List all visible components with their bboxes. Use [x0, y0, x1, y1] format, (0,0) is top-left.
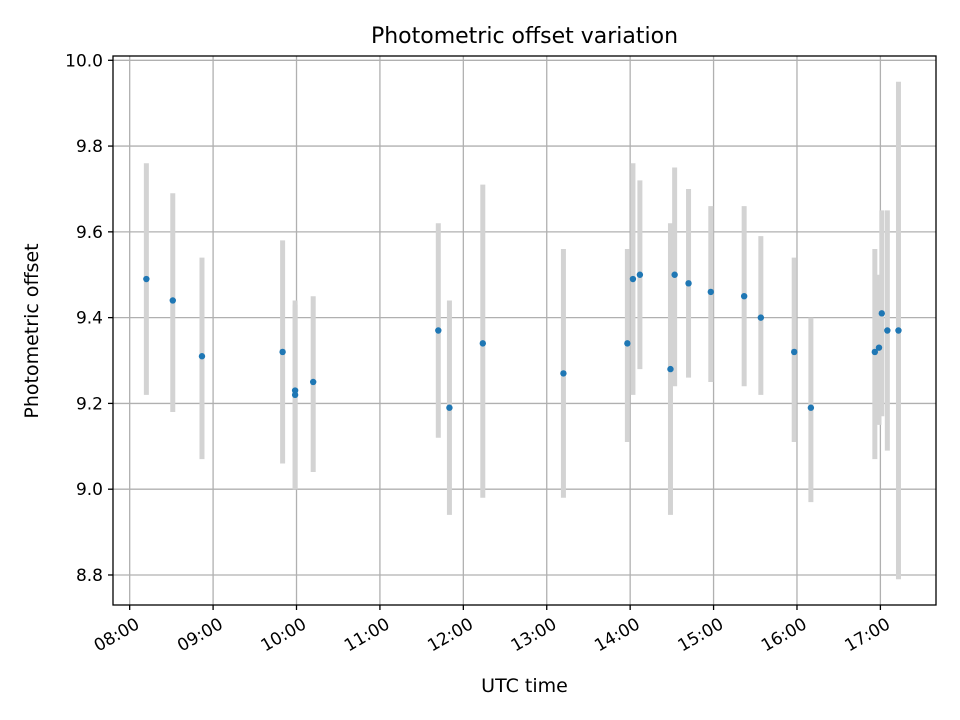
data-point [446, 404, 453, 411]
data-point [895, 327, 902, 334]
data-point [884, 327, 891, 334]
data-point [671, 271, 678, 278]
data-point [685, 280, 692, 287]
point-layer [143, 271, 902, 411]
y-tick-label: 8.8 [76, 566, 103, 586]
data-point [871, 348, 879, 356]
data-point [636, 271, 644, 278]
data-point [291, 391, 299, 399]
data-point [707, 288, 714, 296]
data-point [740, 292, 748, 300]
data-point [279, 348, 286, 356]
plot-frame [112, 55, 937, 606]
data-point [757, 314, 765, 321]
y-tick-label: 9.6 [76, 223, 103, 243]
y-tick-label: 9.2 [76, 394, 103, 414]
data-point [790, 348, 798, 356]
data-point [875, 344, 883, 351]
data-point [169, 297, 176, 304]
data-point [479, 340, 486, 347]
data-point [198, 353, 206, 360]
data-point [435, 327, 442, 334]
data-point [309, 378, 317, 386]
data-point [629, 275, 637, 283]
data-point [560, 370, 567, 377]
data-point [807, 404, 815, 411]
y-axis-label: Photometric offset [21, 243, 43, 418]
chart-title: Photometric offset variation [371, 24, 678, 49]
y-tick-label: 9.4 [76, 309, 103, 329]
data-point [143, 275, 150, 283]
y-tick-label: 9.8 [76, 137, 103, 157]
data-point [878, 310, 885, 317]
y-tick-label: 9.0 [76, 480, 103, 500]
x-axis-label: UTC time [481, 675, 568, 697]
data-point [624, 340, 631, 347]
y-tick-label: 10.0 [65, 51, 103, 71]
data-point [667, 365, 674, 373]
